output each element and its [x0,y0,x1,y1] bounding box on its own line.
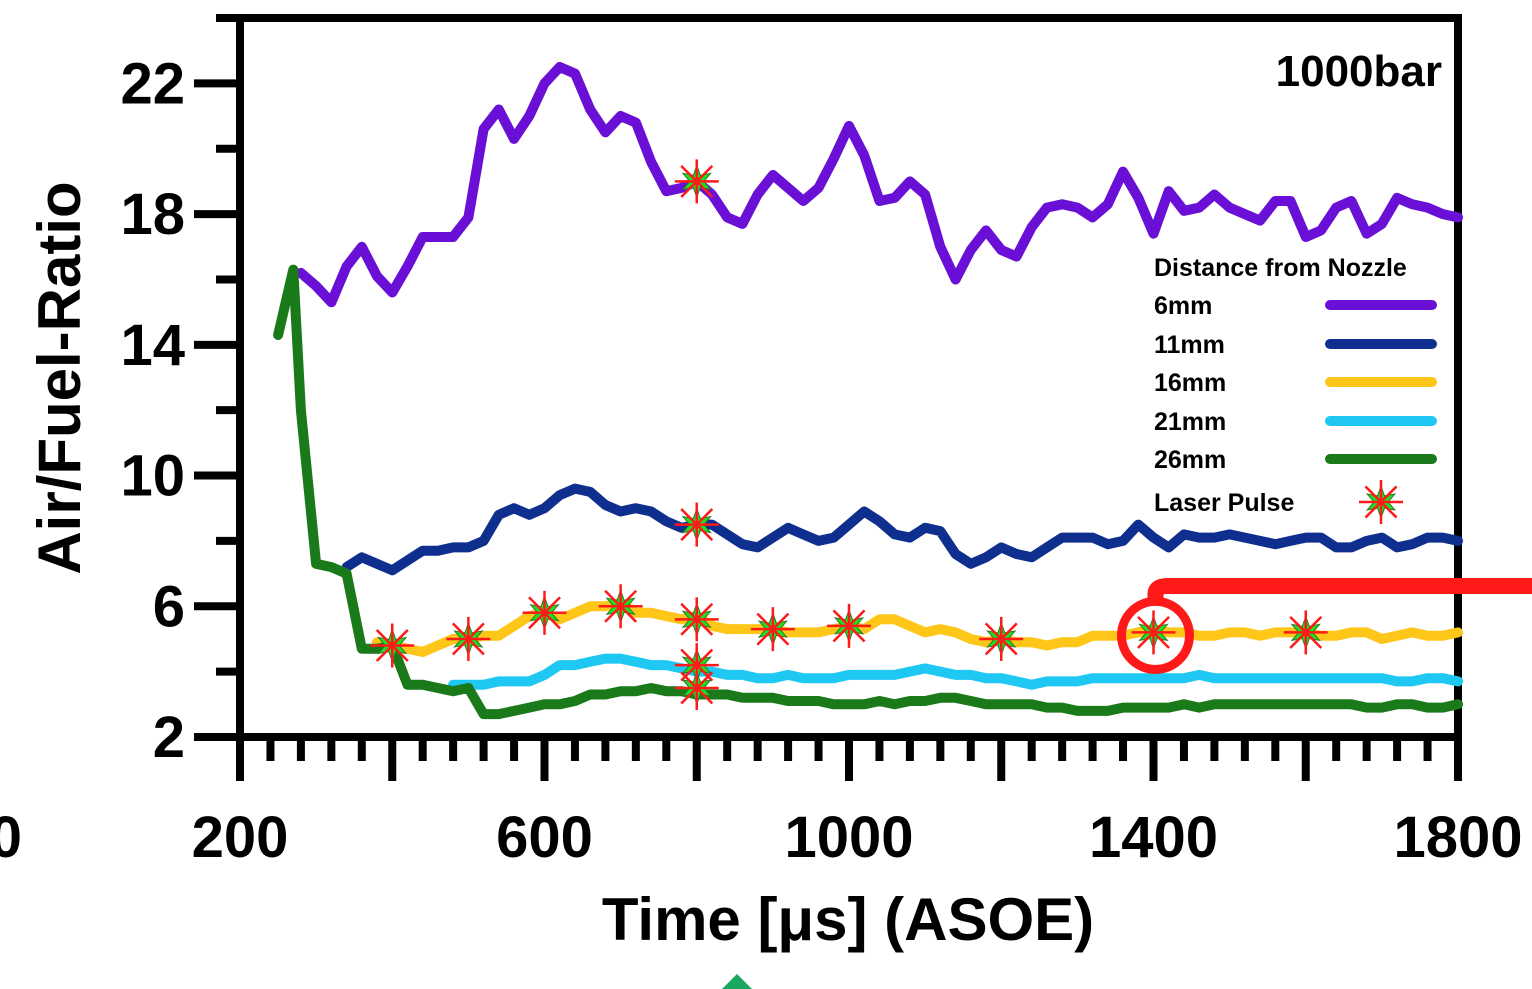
x-tick-label: 1000 [784,805,913,870]
x-tick-label: 1400 [1089,805,1218,870]
y-tick-label: 6 [153,574,185,639]
laser-pulse-marker [522,590,567,635]
series-layer [273,62,1463,720]
laser-pulse-marker [598,584,643,629]
laser-pulse-marker [827,603,871,648]
series-line-11mm [341,483,1463,576]
y-tick-label: 14 [120,313,185,378]
axis-labels: 200 600 1000 1400 1800 0 2 6 10 14 18 22 Time [μs] (… [0,47,1523,953]
highlight-leader-line [1147,578,1532,602]
x-tick-label-clipped: 0 [0,805,22,870]
series-line-6mm [295,62,1463,308]
laser-pulse-marker [674,665,719,710]
series-line-16mm [372,598,1463,657]
laser-pulse-marker [1131,610,1176,655]
laser-pulse-marker [446,616,491,661]
laser-pulse-marker [674,159,719,204]
legend: Distance from Nozzle 6mm 11mm 16mm 21mm 26mm L… [1154,254,1437,524]
plot-axes [194,14,1462,989]
laser-pulse-marker [674,502,719,547]
legend-entry-label: 21mm [1154,408,1226,436]
legend-entry-label: 6mm [1154,292,1212,320]
x-axis-label: Time [μs] (ASOE) [602,886,1094,953]
laser-pulse-marker [674,597,719,642]
laser-pulse-marker [979,616,1024,661]
laser-pulse-marker [370,623,415,668]
legend-marker-label: Laser Pulse [1154,489,1294,517]
series-line-26mm [273,264,1463,720]
legend-entry-label: 26mm [1154,446,1226,474]
series-line-21mm [448,653,1463,690]
laser-pulse-markers [370,159,1328,710]
highlight-callout [1117,578,1532,674]
x-tick-label: 1800 [1393,805,1522,870]
legend-marker-swatch [1359,480,1403,524]
laser-pulse-marker [1283,610,1328,655]
x-tick-label: 200 [192,805,289,870]
y-tick-label: 22 [120,51,185,116]
legend-entry-label: 11mm [1154,331,1225,359]
y-tick-label: 2 [153,705,185,770]
y-axis-label: Air/Fuel-Ratio [26,181,93,574]
partial-diamond-shape [722,974,752,989]
legend-title: Distance from Nozzle [1154,254,1407,282]
legend-entry-label: 16mm [1154,369,1226,397]
pressure-annotation: 1000bar [1276,47,1442,96]
laser-pulse-marker [750,607,795,652]
y-tick-label: 10 [120,444,185,509]
x-tick-label: 600 [496,805,593,870]
y-tick-label: 18 [120,182,185,247]
